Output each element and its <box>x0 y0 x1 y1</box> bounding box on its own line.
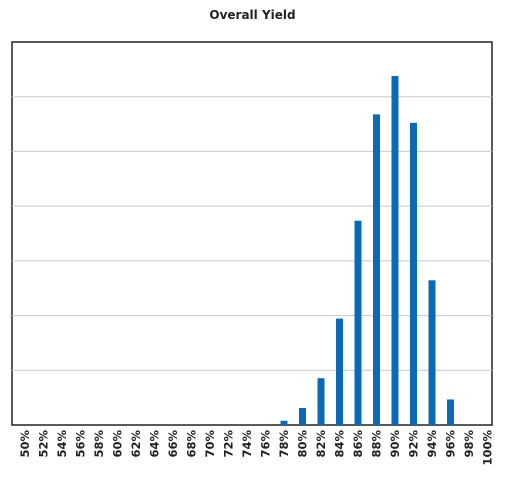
bar-90pct <box>391 76 399 426</box>
x-tick-labels: 50% 52% 54% 56% 58% 60% 62% 64% 66% 68% 70% 72% 74% 7… <box>18 430 495 466</box>
bars <box>280 76 454 426</box>
x-tick-label: 98% <box>462 430 476 458</box>
x-tick-label: 84% <box>333 430 347 458</box>
x-tick-label: 60% <box>111 430 125 458</box>
bar-92pct <box>410 122 417 425</box>
chart-title: Overall Yield <box>209 8 296 22</box>
x-tick-label: 80% <box>296 430 310 458</box>
x-tick-label: 82% <box>314 430 328 458</box>
x-tick-label: 62% <box>129 430 143 458</box>
x-tick-label: 92% <box>407 430 421 458</box>
x-tick-label: 90% <box>388 430 402 458</box>
x-tick-label: 86% <box>351 430 365 458</box>
x-tick-label: 50% <box>18 430 32 458</box>
gridlines <box>12 96 492 371</box>
plot-frame <box>11 41 493 426</box>
bar-80pct <box>299 407 306 425</box>
x-tick-label: 74% <box>240 430 254 458</box>
x-tick-label: 70% <box>203 430 217 458</box>
bar-86pct <box>354 220 362 425</box>
x-tick-label: 100% <box>481 430 495 466</box>
x-tick-label: 52% <box>37 430 51 458</box>
x-tick-label: 54% <box>55 430 69 458</box>
bar-94pct <box>428 280 436 425</box>
x-tick-label: 94% <box>425 430 439 458</box>
x-tick-label: 88% <box>370 430 384 458</box>
x-tick-label: 96% <box>444 430 458 458</box>
x-tick-label: 58% <box>92 430 106 458</box>
x-tick-label: 68% <box>185 430 199 458</box>
bar-84pct <box>336 318 343 425</box>
x-tick-label: 56% <box>74 430 88 458</box>
x-tick-label: 78% <box>277 430 291 458</box>
x-tick-label: 64% <box>148 430 162 458</box>
bar-82pct <box>317 378 325 425</box>
x-tick-label: 76% <box>259 430 273 458</box>
bar-88pct <box>373 114 380 425</box>
bar-78pct <box>280 420 288 425</box>
bar-96pct <box>447 399 454 425</box>
x-tick-label: 66% <box>166 430 180 458</box>
x-tick-label: 72% <box>222 430 236 458</box>
